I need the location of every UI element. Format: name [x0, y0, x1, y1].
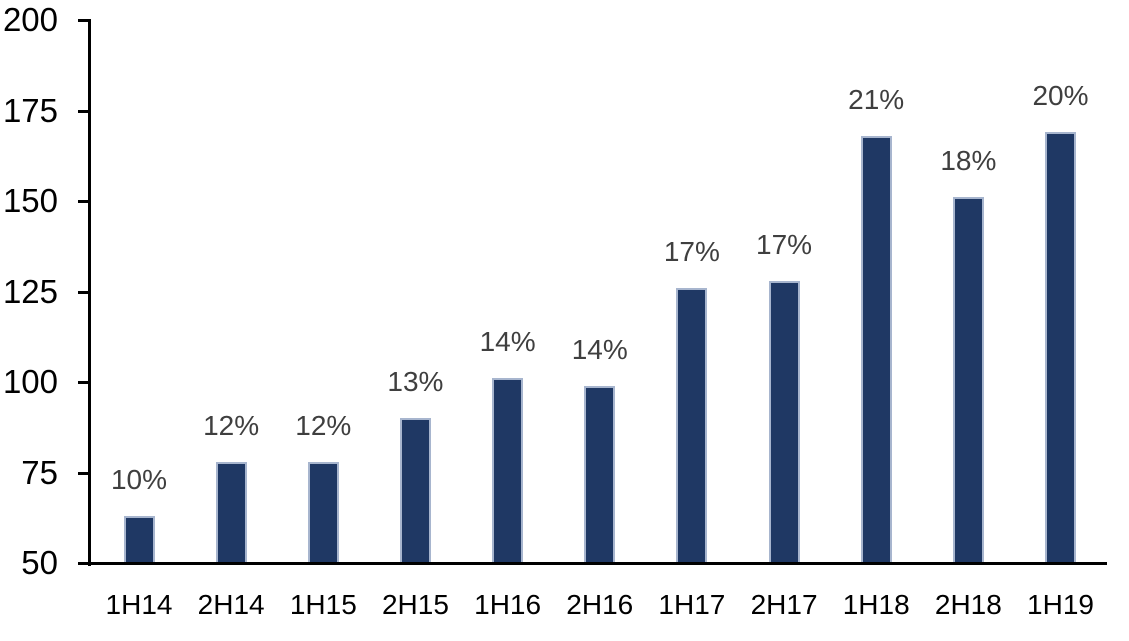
- x-category-label: 1H14: [105, 589, 173, 620]
- y-tick-label: 200: [2, 1, 58, 38]
- y-tick-label: 50: [21, 544, 58, 581]
- bar: [123, 515, 155, 563]
- bar: [399, 418, 431, 563]
- x-axis-line: [78, 562, 1107, 565]
- y-tick-mark: [78, 290, 91, 294]
- bar: [860, 135, 892, 563]
- y-tick-label: 125: [2, 272, 58, 310]
- y-tick-label: 150: [2, 182, 58, 219]
- x-category-label: 1H19: [1027, 589, 1094, 620]
- x-category-label: 1H16: [474, 589, 542, 620]
- y-tick-mark: [78, 381, 91, 384]
- x-category-label: 2H14: [197, 589, 265, 620]
- bar: [1045, 132, 1076, 563]
- bar-value-label: 18%: [940, 145, 997, 177]
- y-tick-mark: [78, 109, 91, 113]
- bar-value-label: 17%: [663, 235, 720, 267]
- bar-value-label: 14%: [571, 333, 628, 365]
- bar-value-label: 20%: [1032, 80, 1089, 112]
- x-category-label: 2H15: [381, 589, 449, 620]
- bar-value-label: 10%: [110, 463, 168, 495]
- bar: [768, 280, 800, 563]
- x-category-label: 1H18: [842, 589, 910, 620]
- bar: [307, 461, 339, 563]
- bar-value-label: 12%: [295, 409, 352, 441]
- bar: [676, 287, 708, 563]
- y-tick-label: 100: [2, 363, 58, 400]
- x-category-label: 2H18: [934, 589, 1002, 620]
- y-tick-mark: [78, 471, 91, 475]
- x-category-label: 2H16: [566, 589, 634, 620]
- y-tick-mark: [78, 19, 91, 22]
- bar: [215, 461, 247, 563]
- bar: [952, 197, 984, 563]
- x-category-label: 1H17: [658, 589, 726, 620]
- bar: [584, 385, 616, 563]
- bar-value-label: 14%: [479, 326, 536, 358]
- bar-value-label: 21%: [848, 83, 905, 115]
- bar-value-label: 12%: [203, 409, 260, 441]
- y-tick-mark: [78, 200, 91, 203]
- y-tick-label: 175: [2, 91, 58, 129]
- bar-value-label: 17%: [756, 228, 813, 260]
- bar-value-label: 13%: [387, 366, 444, 398]
- y-tick-label: 75: [21, 453, 58, 491]
- x-category-label: 2H17: [750, 589, 818, 620]
- y-axis-line: [88, 20, 91, 566]
- x-category-label: 1H15: [289, 589, 357, 620]
- bar: [492, 378, 524, 563]
